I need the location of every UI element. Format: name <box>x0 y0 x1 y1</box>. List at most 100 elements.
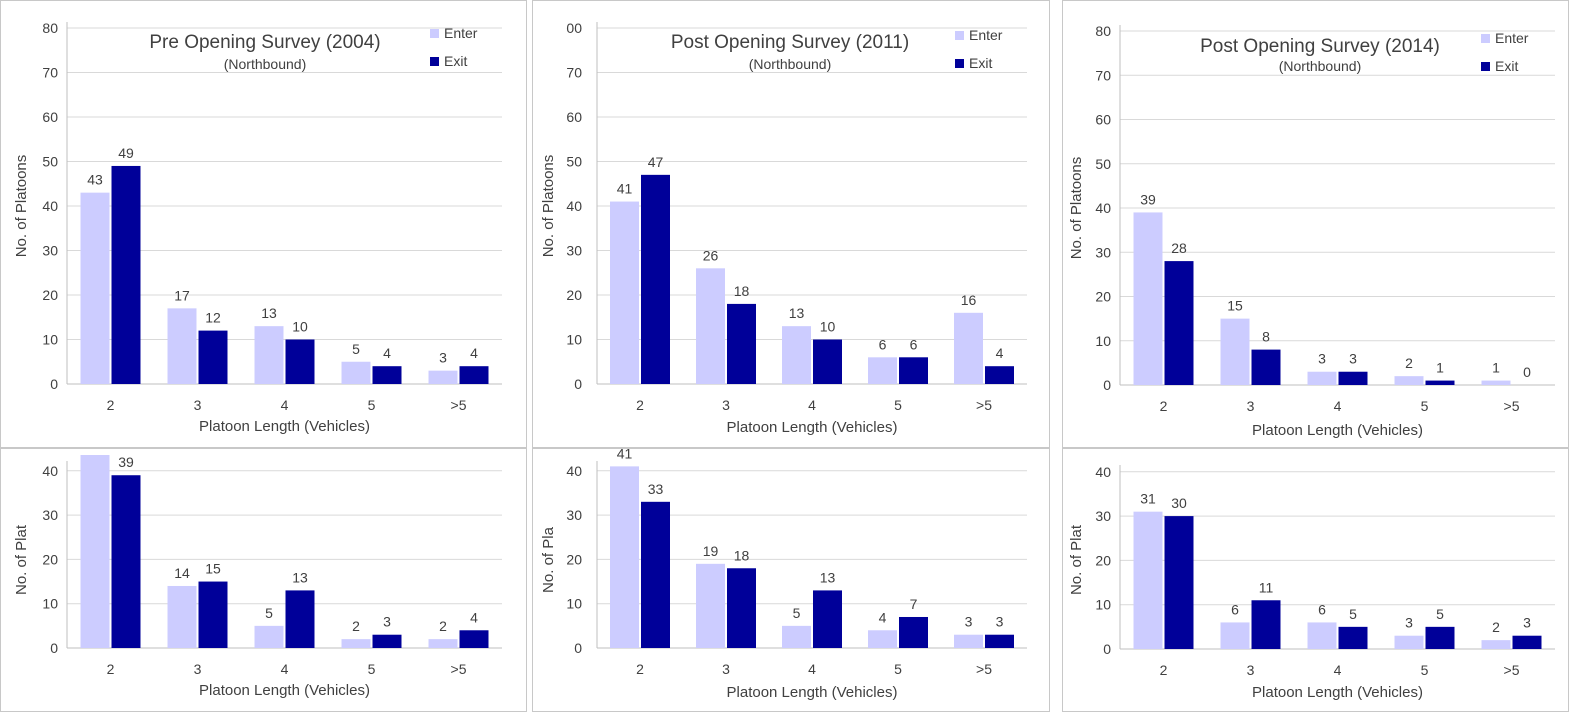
data-label: 10 <box>820 319 836 335</box>
y-tick-label: 20 <box>1095 552 1111 568</box>
bar-exit <box>372 366 402 384</box>
bar-exit <box>641 174 670 384</box>
y-tick-label: 10 <box>566 332 582 348</box>
data-label: 2 <box>1492 619 1500 635</box>
bar-enter <box>1133 212 1163 385</box>
x-tick-label: 2 <box>107 397 115 413</box>
bar-exit <box>813 590 842 648</box>
x-tick-label: 3 <box>1247 398 1255 414</box>
legend-label: Enter <box>1495 30 1529 46</box>
chart-subtitle: (Northbound) <box>1279 58 1362 74</box>
bar-enter <box>1481 380 1511 385</box>
data-label: 4 <box>470 345 478 361</box>
bar-exit <box>285 590 315 648</box>
bar-exit <box>727 303 756 384</box>
bar-enter <box>428 370 458 384</box>
x-tick-label: 5 <box>1421 662 1429 678</box>
data-label: 6 <box>910 336 918 352</box>
data-label: 5 <box>1349 606 1357 622</box>
data-label: 5 <box>793 605 801 621</box>
y-tick-label: 30 <box>1095 508 1111 524</box>
data-label: 10 <box>292 319 308 335</box>
y-tick-label: 40 <box>566 463 582 479</box>
legend-swatch <box>1481 34 1490 43</box>
data-label: 47 <box>648 154 664 170</box>
data-label: 4 <box>470 609 478 625</box>
data-label: 2 <box>1405 355 1413 371</box>
chart-title: Post Opening Survey (2011) <box>671 32 909 53</box>
legend-label: Exit <box>444 53 467 69</box>
x-tick-label: >5 <box>976 661 992 677</box>
bar-exit <box>1164 516 1194 649</box>
x-tick-label: >5 <box>451 661 467 677</box>
bar-enter <box>1220 622 1250 649</box>
y-tick-label: 30 <box>566 507 582 523</box>
data-label: 26 <box>703 247 719 263</box>
x-tick-label: 2 <box>636 661 644 677</box>
data-label: 6 <box>879 336 887 352</box>
data-label: 5 <box>352 341 360 357</box>
bar-exit <box>1338 626 1368 649</box>
bar-enter <box>1394 376 1424 385</box>
y-tick-label: 40 <box>42 463 58 479</box>
chart-panel-lower-left: 0 10 20 30 40 14 5 2 2 39 15 13 3 4 2 3 4 5 >5 Platoon Leng… <box>0 448 527 712</box>
data-label: 17 <box>174 287 190 303</box>
y-tick-label: 30 <box>566 243 582 259</box>
data-label: 13 <box>261 305 277 321</box>
bar-exit <box>727 568 756 648</box>
y-tick-label: 10 <box>566 596 582 612</box>
chart-subtitle: (Northbound) <box>224 56 307 72</box>
x-tick-label: 3 <box>1247 662 1255 678</box>
bar-enter <box>868 357 897 384</box>
data-label: 41 <box>617 449 633 461</box>
bar-exit <box>1251 600 1281 649</box>
y-tick-label: 40 <box>1095 200 1111 216</box>
bar-enter <box>696 563 725 648</box>
x-tick-label: 3 <box>194 661 202 677</box>
data-label: 13 <box>292 569 308 585</box>
bar-enter <box>696 268 725 384</box>
y-axis-title: No. of Plat <box>1068 524 1085 595</box>
bar-enter <box>1220 318 1250 385</box>
x-axis-title: Platoon Length (Vehicles) <box>199 418 370 435</box>
y-tick-label: 0 <box>50 640 58 656</box>
chart-svg: 0 10 20 30 40 50 60 70 00 41 26 13 6 16 47 18 10 6 4 2 3 4 5 >5… <box>540 20 1027 436</box>
legend-swatch <box>430 29 439 38</box>
data-label: 3 <box>1349 351 1357 367</box>
x-tick-label: 4 <box>1334 662 1342 678</box>
data-label: 4 <box>383 345 391 361</box>
legend-swatch <box>1481 62 1490 71</box>
y-axis-title: No. of Platoons <box>540 155 557 258</box>
x-tick-label: 5 <box>894 397 902 413</box>
bar-exit <box>1164 261 1194 385</box>
bar-enter <box>610 201 639 384</box>
legend-label: Exit <box>969 55 992 71</box>
legend-swatch <box>955 31 964 40</box>
bar-enter <box>868 630 897 648</box>
y-axis-title: No. of Platoons <box>1068 157 1085 260</box>
x-tick-label: 2 <box>636 397 644 413</box>
y-tick-label: 70 <box>42 65 58 81</box>
data-label: 3 <box>1405 615 1413 631</box>
data-label: 15 <box>1227 298 1243 314</box>
x-tick-label: 2 <box>1160 398 1168 414</box>
y-tick-label: 50 <box>1095 156 1111 172</box>
y-tick-label: 40 <box>42 198 58 214</box>
x-tick-label: 5 <box>894 661 902 677</box>
data-label: 31 <box>1140 491 1156 507</box>
y-tick-label: 30 <box>1095 244 1111 260</box>
bar-exit <box>1512 635 1542 649</box>
data-label: 18 <box>734 547 750 563</box>
bar-exit <box>372 634 402 648</box>
y-tick-label: 20 <box>566 551 582 567</box>
data-label: 5 <box>1436 606 1444 622</box>
data-label: 4 <box>996 345 1004 361</box>
legend-swatch <box>430 57 439 66</box>
y-tick-label: 60 <box>1095 112 1111 128</box>
data-label: 2 <box>352 618 360 634</box>
x-tick-label: 4 <box>281 397 289 413</box>
bar-exit <box>198 581 228 648</box>
